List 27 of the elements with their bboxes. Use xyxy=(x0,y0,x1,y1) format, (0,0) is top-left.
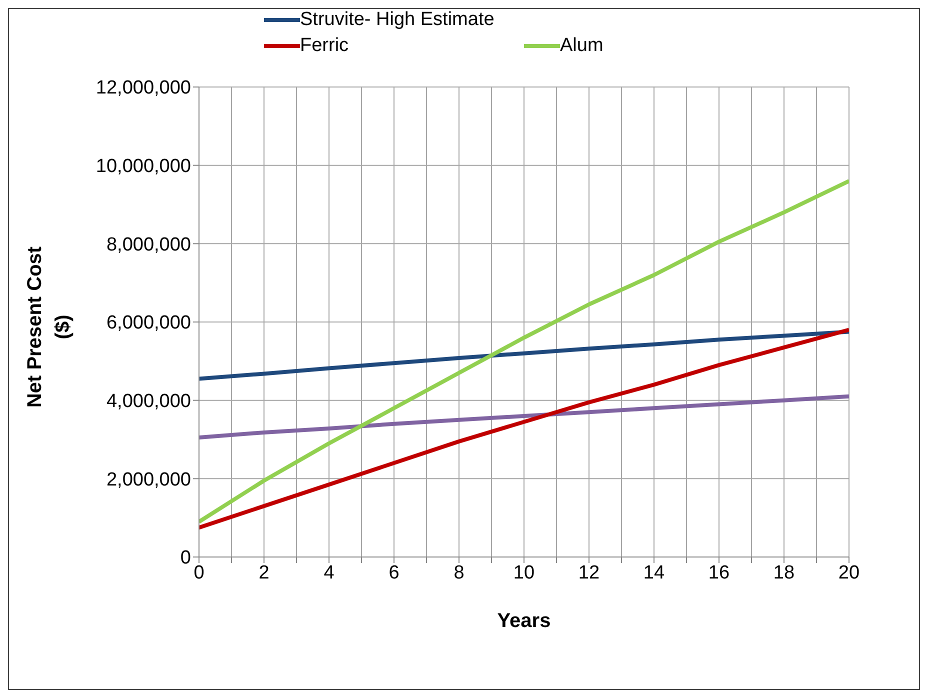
y-tick-label: 2,000,000 xyxy=(106,469,191,490)
legend-label: Struvite- High Estimate xyxy=(300,9,494,31)
y-tick-label: 0 xyxy=(180,548,191,569)
line-series xyxy=(199,179,849,524)
x-tick-label: 20 xyxy=(838,562,860,584)
x-tick-label: 6 xyxy=(388,562,400,584)
x-axis-title: Years xyxy=(497,610,551,632)
y-tick-label: 8,000,000 xyxy=(106,234,191,256)
x-tick-label: 0 xyxy=(194,562,204,584)
y-tick-label: 10,000,000 xyxy=(96,156,191,178)
y-axis-title: Net Present Cost ($) xyxy=(24,246,74,408)
x-tick-label: 2 xyxy=(258,562,270,584)
x-tick-label: 16 xyxy=(708,562,730,584)
legend-label: Alum xyxy=(560,35,604,57)
x-tick-label: 8 xyxy=(454,562,464,584)
line-series xyxy=(199,328,849,530)
x-tick-label: 18 xyxy=(773,562,795,584)
y-tick-label: 6,000,000 xyxy=(106,312,191,334)
x-tick-label: 12 xyxy=(578,562,600,584)
y-tick-label: 4,000,000 xyxy=(106,391,191,412)
x-tick-label: 10 xyxy=(513,562,535,584)
x-tick-label: 4 xyxy=(324,562,335,584)
x-tick-label: 14 xyxy=(643,562,665,584)
y-tick-label: 12,000,000 xyxy=(96,78,191,99)
line-series xyxy=(199,394,849,440)
line-series xyxy=(199,330,849,381)
legend-label: Ferric xyxy=(300,35,349,57)
